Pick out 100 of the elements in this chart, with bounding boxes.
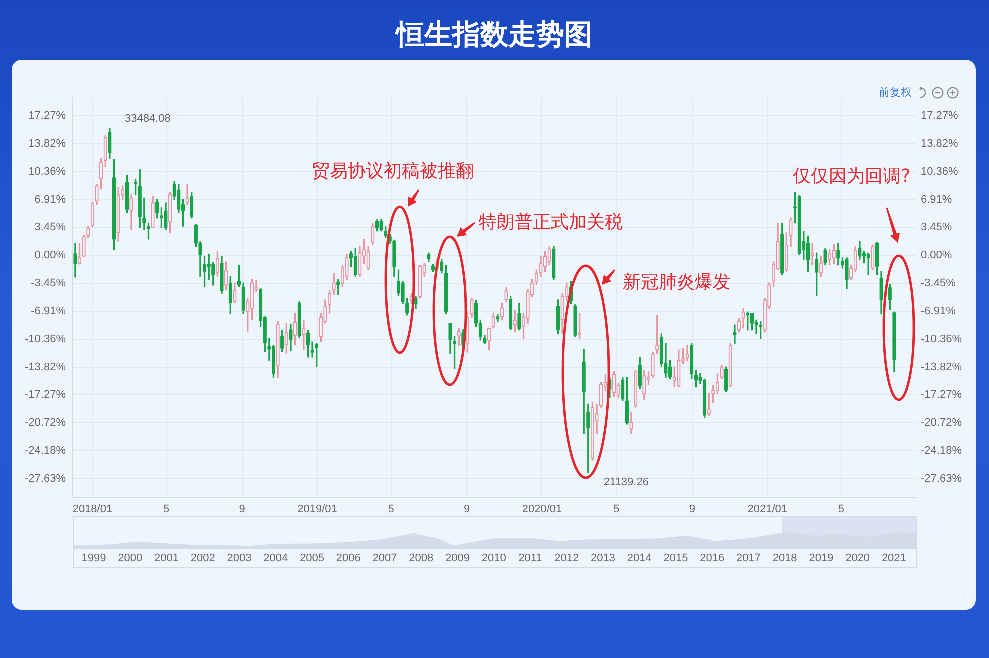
candlestick <box>824 248 828 266</box>
x-tick-label: 9 <box>239 504 246 516</box>
x-tick-label: 5 <box>838 504 845 516</box>
candlestick <box>634 370 638 408</box>
x-tick-label: 2006 <box>336 552 361 565</box>
annotation: 特朗普正式加关税 <box>479 212 623 233</box>
candlestick <box>130 194 134 230</box>
x-tick-label: 5 <box>388 504 394 516</box>
candlestick <box>728 343 732 388</box>
candlestick <box>716 374 720 394</box>
candlestick <box>625 377 630 425</box>
candlestick <box>220 256 224 294</box>
annotation: 贸易协议初稿被推翻 <box>312 161 474 182</box>
candlestick <box>862 251 866 264</box>
y2-tick-label: -17.27% <box>921 389 962 402</box>
candlestick <box>552 246 556 280</box>
x-tick-label: 9 <box>464 504 470 516</box>
y2-tick-label: 17.27% <box>921 110 959 122</box>
candlestick <box>233 282 237 304</box>
x-tick-label: 2011 <box>518 552 542 565</box>
y2-tick-label: -27.63% <box>921 472 962 485</box>
candlestick <box>858 242 862 260</box>
candlestick <box>746 312 750 331</box>
x-tick-label: 2010 <box>482 552 506 565</box>
candlestick <box>630 412 634 434</box>
candlestick <box>186 184 190 205</box>
candlestick <box>518 302 522 331</box>
candlestick <box>242 282 246 314</box>
y2-tick-label: -24.18% <box>921 445 962 457</box>
candlestick <box>504 288 508 302</box>
candlestick <box>121 186 125 200</box>
candlestick <box>108 128 112 159</box>
y-tick-label: -10.36% <box>25 333 66 346</box>
candlestick <box>483 335 487 344</box>
candlestick <box>513 310 517 333</box>
candlestick <box>612 372 616 398</box>
x-tick-label: 2013 <box>590 552 616 565</box>
x-tick-label: 9 <box>689 504 696 516</box>
candlestick <box>508 296 513 331</box>
candlestick <box>358 246 362 277</box>
candlestick <box>724 366 728 392</box>
annotation: 新冠肺炎爆发 <box>623 272 731 293</box>
x-tick-label: 2020 <box>846 552 870 565</box>
y-tick-label: -17.27% <box>25 389 66 402</box>
x-tick-label: 2002 <box>190 552 216 565</box>
x-tick-label: 2020/01 <box>522 504 562 516</box>
x-tick-label: 5 <box>614 504 620 516</box>
candlestick <box>164 202 168 230</box>
y2-tick-label: -3.45% <box>921 277 956 290</box>
candlestick <box>82 235 86 258</box>
candlestick <box>392 240 396 277</box>
candlestick <box>712 385 716 403</box>
candlestick <box>845 258 849 290</box>
x-tick-label: 2016 <box>700 552 725 565</box>
y2-tick-label: -6.91% <box>921 305 956 318</box>
candlestick <box>293 313 298 346</box>
candlestick <box>871 244 875 270</box>
x-tick-label: 1999 <box>82 552 106 565</box>
y-tick-label: -24.18% <box>25 445 66 457</box>
y2-tick-label: 10.36% <box>921 166 959 178</box>
candlestick <box>440 259 444 274</box>
candlestick <box>78 243 82 265</box>
candlestick <box>194 224 198 248</box>
candlestick <box>414 296 418 310</box>
x-tick-label: 2019/01 <box>298 504 338 516</box>
candlestick <box>134 179 138 196</box>
candlestick <box>354 248 358 277</box>
candlestick <box>406 298 410 316</box>
y-tick-label: 17.27% <box>28 110 66 122</box>
candlestick <box>284 323 289 354</box>
x-tick-label: 2008 <box>409 552 434 565</box>
x-tick-label: 5 <box>164 504 170 516</box>
candlestick <box>478 320 482 341</box>
candlestick <box>116 187 120 242</box>
x-tick-label: 2009 <box>445 552 470 565</box>
candlestick <box>780 222 784 276</box>
candlestick <box>276 322 280 378</box>
candlestick <box>418 264 422 299</box>
x-tick-label: 2005 <box>300 552 324 565</box>
x-tick-label: 2004 <box>264 552 288 565</box>
candlestick <box>112 159 116 250</box>
candlestick <box>500 302 504 321</box>
y-tick-label: -3.45% <box>31 277 66 290</box>
candlestick <box>457 328 461 346</box>
candlestick <box>366 246 370 270</box>
candlestick <box>345 254 349 280</box>
candlestick <box>694 370 698 388</box>
y2-tick-label: -20.72% <box>921 417 962 430</box>
candlestick <box>177 184 181 214</box>
candlestick <box>332 273 336 296</box>
candlestick <box>556 300 560 334</box>
y2-tick-label: -10.36% <box>921 333 962 346</box>
x-tick-label: 2019 <box>809 552 834 565</box>
candlestick <box>621 377 625 402</box>
annotation: 前复权 <box>879 86 912 99</box>
y-tick-label: -6.91% <box>31 305 66 318</box>
candlestick <box>474 300 478 328</box>
candlestick <box>151 196 155 228</box>
candlestick <box>250 279 254 321</box>
candlestick <box>401 281 405 304</box>
